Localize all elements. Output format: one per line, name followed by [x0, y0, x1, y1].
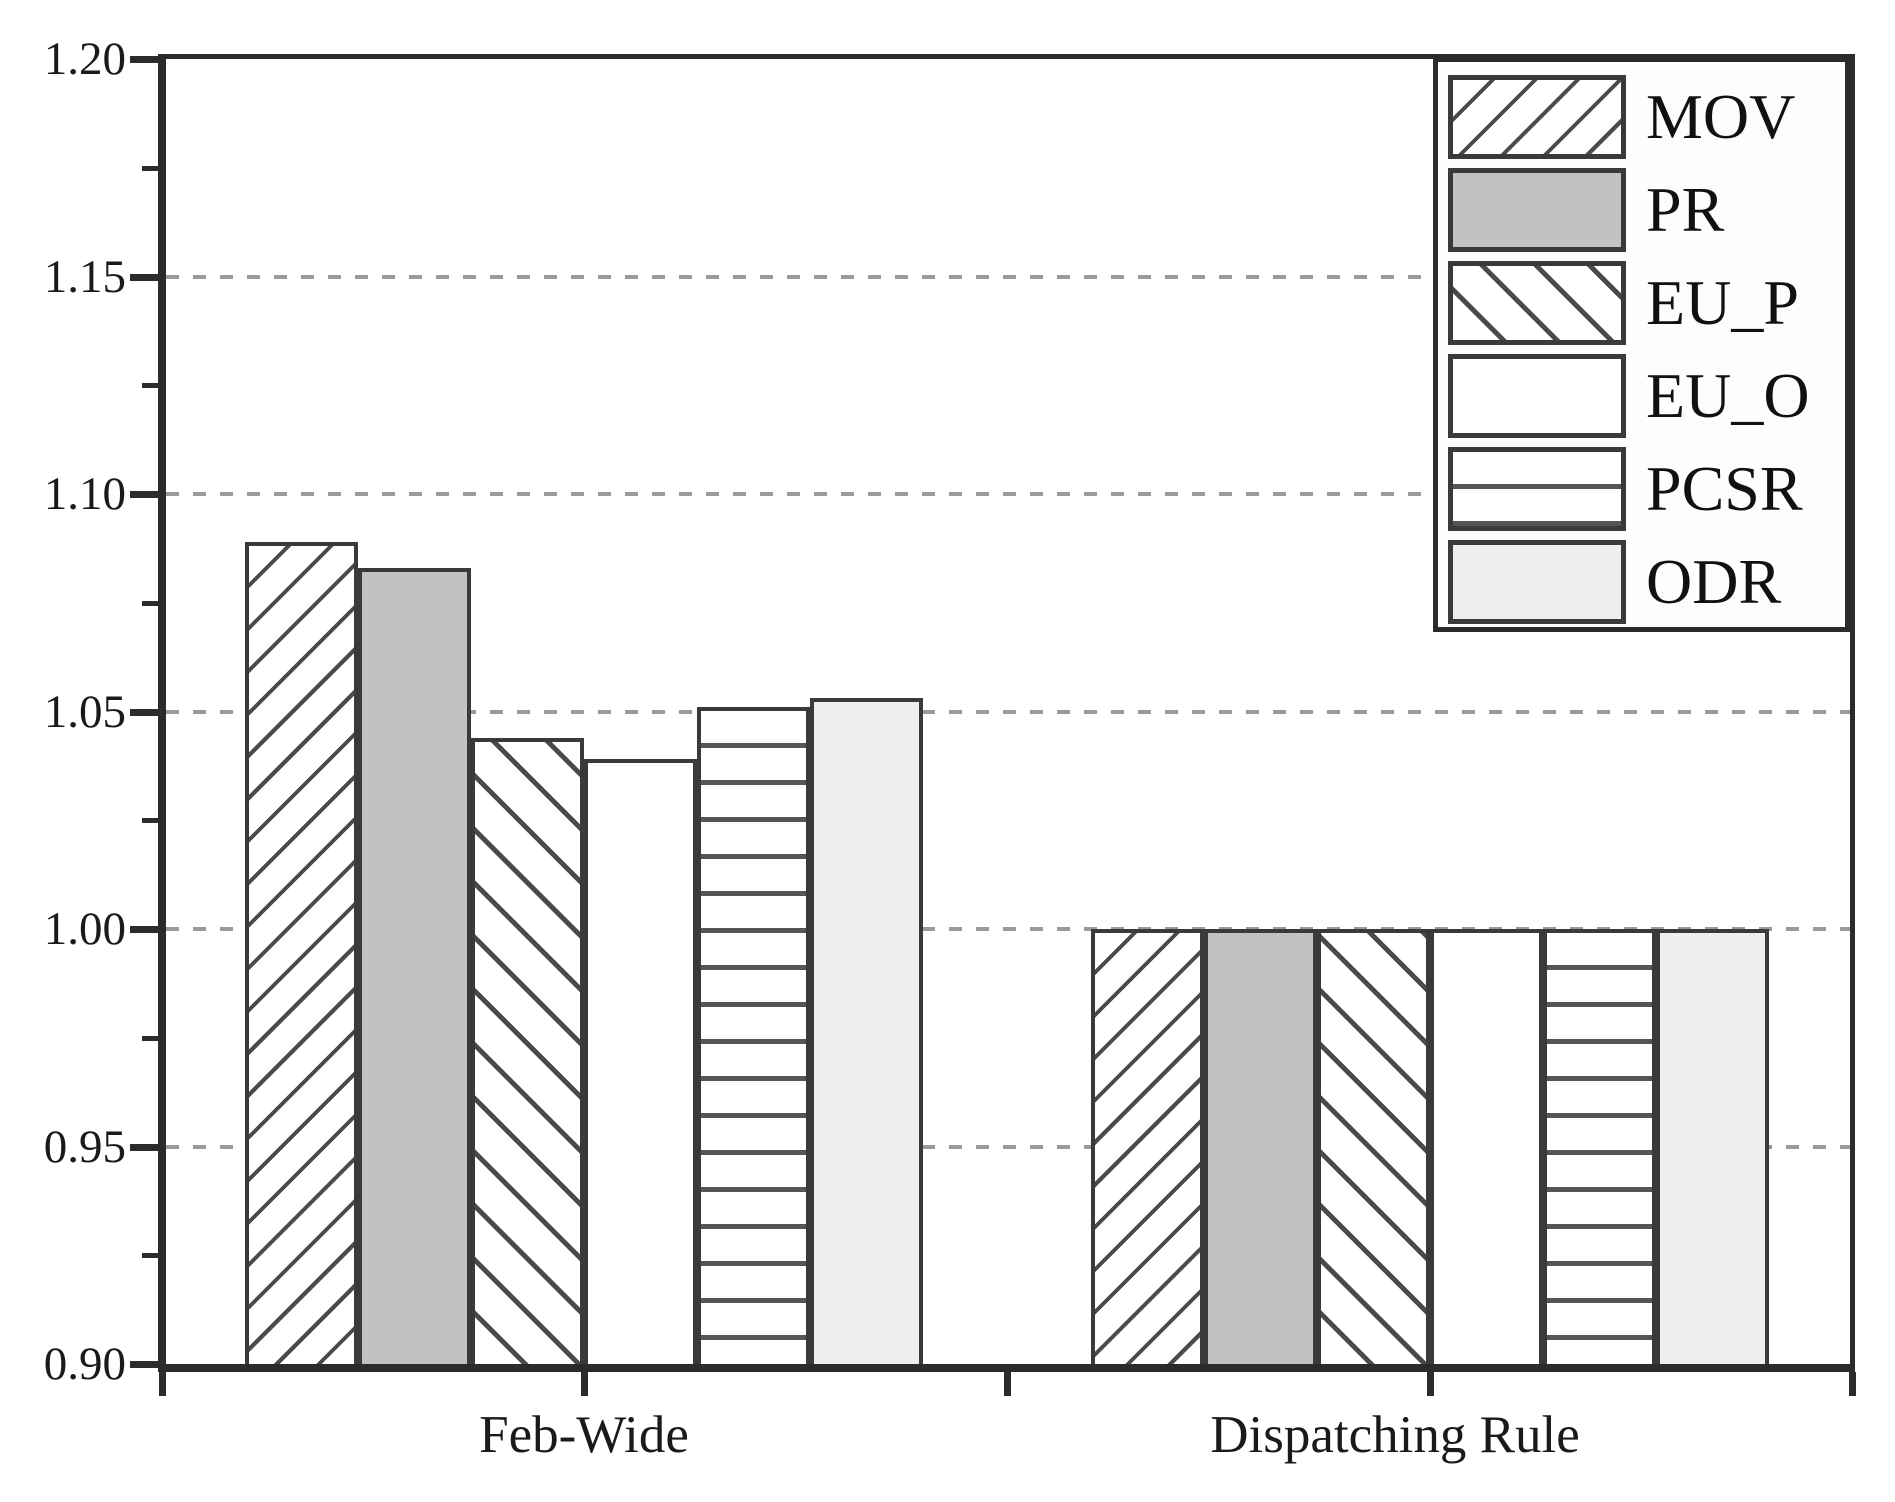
legend-row-PCSR: PCSR	[1448, 447, 1845, 531]
bar-EU_P-Feb-Wide	[471, 737, 584, 1364]
bar-PR-Dispatching-Rule	[1204, 929, 1317, 1364]
y-tick-minor-0.925	[142, 1253, 158, 1259]
gridline-1.00	[166, 927, 1850, 931]
legend-swatch-MOV	[1448, 75, 1626, 159]
legend-label-EU_O: EU_O	[1646, 360, 1810, 431]
legend-row-PR: PR	[1448, 168, 1845, 252]
x-axis-tick	[1849, 1372, 1856, 1396]
y-tick-label-1.15: 1.15	[43, 250, 126, 303]
y-tick-label-1.00: 1.00	[43, 903, 126, 955]
y-tick-major-0.90	[130, 1361, 158, 1368]
y-tick-major-1.15	[130, 273, 158, 281]
legend-swatch-PR	[1448, 168, 1626, 252]
bar-PR-Feb-Wide	[358, 567, 471, 1364]
legend-box: MOV PR EU_P EU_O PCSR ODR	[1433, 57, 1850, 632]
y-tick-minor-1.075	[142, 600, 158, 606]
bar-ODR-Dispatching-Rule	[1656, 929, 1769, 1364]
y-tick-label-1.20: 1.20	[43, 33, 126, 85]
legend-row-ODR: ODR	[1448, 540, 1845, 624]
y-tick-label-0.90: 0.90	[43, 1338, 126, 1390]
y-tick-minor-1.025	[142, 818, 158, 824]
legend-label-PCSR: PCSR	[1646, 453, 1803, 524]
category-label-Feb-Wide: Feb-Wide	[479, 1406, 689, 1464]
legend-swatch-ODR	[1448, 540, 1626, 624]
bar-EU_O-Dispatching-Rule	[1430, 929, 1543, 1364]
legend-label-ODR: ODR	[1646, 546, 1782, 617]
y-tick-label-1.10: 1.10	[43, 468, 126, 520]
legend-row-EU_P: EU_P	[1448, 261, 1845, 345]
y-tick-major-1.20	[130, 56, 158, 63]
y-tick-label-0.95: 0.95	[43, 1120, 126, 1173]
y-tick-major-1.10	[130, 491, 158, 498]
legend-swatch-EU_P	[1448, 261, 1626, 345]
y-tick-minor-0.975	[142, 1035, 158, 1041]
legend-label-MOV: MOV	[1646, 81, 1796, 152]
bar-PCSR-Feb-Wide	[697, 707, 810, 1364]
x-axis-tick	[581, 1372, 588, 1396]
bar-ODR-Feb-Wide	[810, 698, 923, 1364]
category-label-Dispatching-Rule: Dispatching Rule	[1210, 1406, 1580, 1464]
bar-EU_P-Dispatching-Rule	[1317, 929, 1430, 1364]
gridline-1.15	[166, 274, 1850, 279]
y-tick-major-0.95	[130, 1143, 158, 1151]
legend-row-MOV: MOV	[1448, 75, 1845, 159]
y-tick-label-1.05: 1.05	[43, 685, 126, 738]
legend-row-EU_O: EU_O	[1448, 354, 1845, 438]
gridline-1.05	[166, 709, 1850, 714]
bar-PCSR-Dispatching-Rule	[1543, 929, 1656, 1364]
bar-MOV-Feb-Wide	[245, 541, 358, 1364]
x-axis-tick	[1427, 1372, 1434, 1396]
legend-swatch-EU_O	[1448, 354, 1626, 438]
y-tick-major-1.05	[130, 708, 158, 716]
y-tick-minor-1.125	[142, 383, 158, 389]
legend-label-PR: PR	[1646, 174, 1725, 245]
y-tick-minor-1.175	[142, 165, 158, 171]
legend-swatch-PCSR	[1448, 447, 1626, 531]
bar-EU_O-Feb-Wide	[584, 759, 697, 1364]
x-axis-tick	[1004, 1372, 1011, 1396]
y-tick-major-1.00	[130, 926, 158, 933]
gridline-1.10	[166, 492, 1850, 496]
legend-label-EU_P: EU_P	[1646, 267, 1799, 338]
bar-MOV-Dispatching-Rule	[1091, 929, 1204, 1364]
gridline-0.95	[166, 1144, 1850, 1149]
x-axis-tick	[159, 1372, 166, 1396]
